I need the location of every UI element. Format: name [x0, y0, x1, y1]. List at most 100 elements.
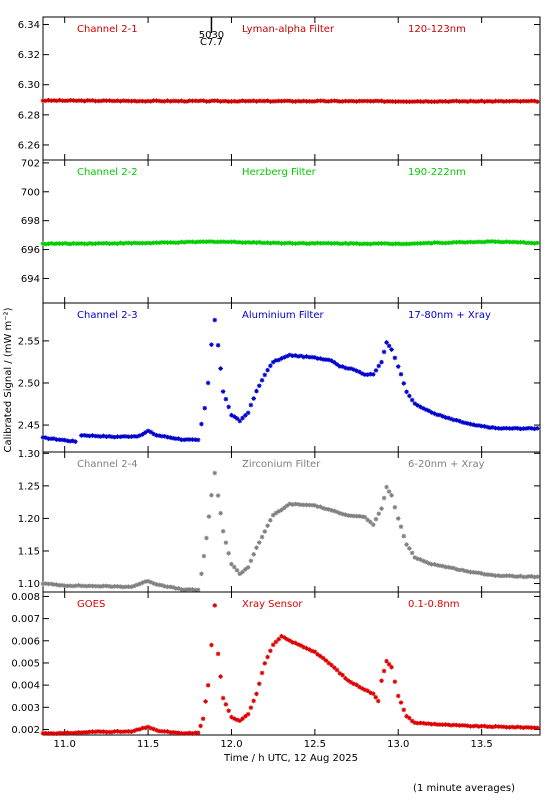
y-tick-label: 2.50 — [18, 378, 40, 389]
data-point — [148, 240, 154, 246]
data-point — [479, 571, 484, 576]
y-tick-label: 6.28 — [18, 110, 40, 121]
data-point — [273, 358, 279, 363]
data-point — [245, 711, 251, 717]
data-point — [459, 723, 465, 728]
data-point — [65, 241, 71, 247]
data-point — [526, 98, 532, 104]
data-point — [218, 674, 223, 679]
data-point — [365, 98, 370, 104]
data-point — [412, 720, 418, 726]
data-point — [281, 98, 287, 104]
data-point — [170, 240, 176, 245]
data-point — [179, 587, 184, 592]
data-point — [143, 99, 148, 104]
data-point — [106, 583, 112, 589]
data-point — [532, 241, 537, 246]
data-point — [101, 98, 107, 103]
data-point — [112, 434, 118, 440]
y-tick-label: 1.15 — [18, 546, 40, 557]
data-point — [432, 562, 437, 567]
data-point — [245, 240, 251, 245]
data-point — [145, 98, 151, 104]
data-point — [473, 99, 479, 104]
data-point — [448, 98, 454, 104]
data-point — [359, 371, 365, 376]
data-point — [240, 98, 245, 104]
data-point — [115, 241, 120, 246]
data-point — [154, 582, 159, 587]
data-point — [142, 579, 148, 584]
data-point — [95, 583, 101, 589]
data-point — [159, 240, 165, 245]
data-point — [134, 727, 140, 732]
data-point — [332, 98, 337, 104]
data-point — [434, 412, 440, 418]
data-point — [162, 99, 168, 104]
data-point — [389, 347, 394, 352]
data-point — [412, 555, 418, 560]
panel-label: 190-222nm — [408, 167, 466, 178]
data-point — [129, 434, 134, 439]
data-point — [281, 635, 287, 640]
data-point — [134, 582, 140, 588]
y-tick-label: 694 — [21, 274, 40, 285]
data-point — [443, 722, 448, 727]
y-tick-label: 0.008 — [11, 592, 40, 603]
data-point — [287, 98, 293, 104]
data-point — [409, 99, 415, 104]
data-point — [165, 434, 170, 440]
data-point — [82, 98, 87, 104]
data-point — [370, 372, 376, 377]
data-point — [473, 723, 479, 729]
data-point — [434, 722, 440, 727]
panel-label: 6-20nm + Xray — [408, 459, 485, 470]
panel-label: Channel 2-4 — [77, 459, 138, 470]
data-point — [329, 241, 334, 246]
data-point — [199, 571, 204, 577]
data-point — [445, 415, 451, 421]
data-point — [115, 584, 120, 589]
data-point — [93, 241, 98, 246]
data-point — [437, 412, 443, 418]
data-point — [493, 98, 498, 104]
data-point — [496, 724, 501, 729]
data-point — [309, 354, 315, 360]
data-point — [104, 98, 109, 104]
data-point — [142, 725, 148, 731]
x-tick-label: 11.5 — [137, 739, 159, 750]
data-point — [101, 241, 107, 246]
data-point — [137, 581, 143, 587]
data-point — [290, 502, 295, 507]
data-point — [62, 98, 68, 104]
data-point — [134, 434, 140, 439]
data-point — [256, 681, 262, 687]
data-point — [59, 730, 65, 736]
data-point — [240, 240, 245, 245]
data-point — [304, 502, 309, 508]
data-point — [459, 567, 465, 573]
data-point — [179, 239, 184, 245]
data-point — [201, 553, 207, 559]
panel-label: Channel 2-1 — [77, 24, 138, 35]
data-point — [340, 99, 345, 104]
data-point — [362, 514, 368, 520]
data-point — [518, 239, 523, 245]
data-point — [95, 433, 101, 439]
data-point — [43, 730, 49, 736]
data-point — [220, 389, 226, 394]
data-point — [315, 240, 320, 246]
data-point — [379, 678, 384, 684]
data-point — [268, 240, 273, 246]
data-point — [112, 584, 118, 589]
data-point — [301, 354, 307, 360]
data-point — [65, 583, 70, 589]
data-point — [504, 724, 509, 730]
data-point — [184, 587, 190, 592]
data-point — [237, 418, 243, 424]
data-point — [51, 731, 57, 736]
data-point — [423, 240, 429, 246]
data-point — [534, 725, 540, 731]
data-point — [515, 425, 521, 431]
data-point — [415, 556, 420, 562]
